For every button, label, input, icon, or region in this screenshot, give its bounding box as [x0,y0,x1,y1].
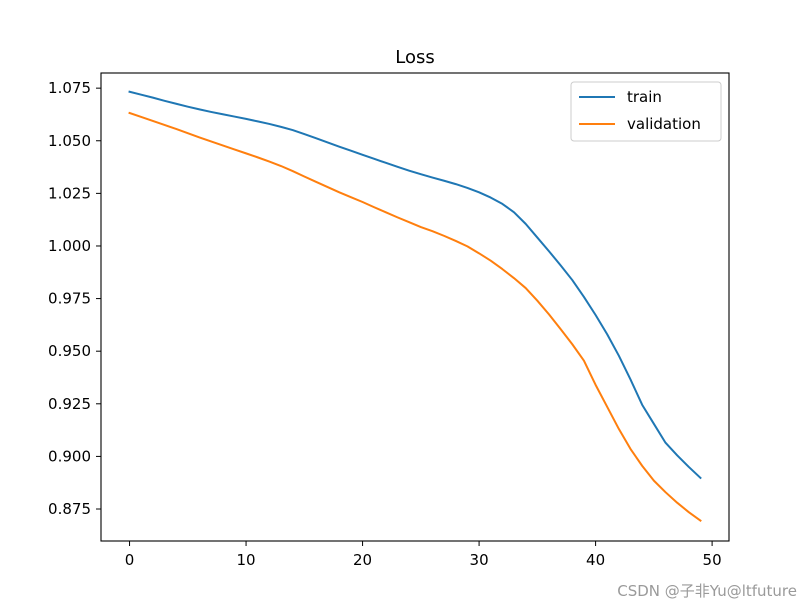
y-axis: 0.875 0.900 0.925 0.950 0.975 1.000 1.025 1.050… [48,79,101,518]
x-tick-label: 20 [353,551,372,569]
y-tick-label: 1.000 [48,237,91,255]
y-tick-label: 0.925 [48,395,91,413]
chart-title: Loss [395,47,434,68]
y-tick-label: 0.975 [48,290,91,308]
legend: train validation [570,81,722,142]
x-tick-label: 50 [703,551,722,569]
legend-label-validation: validation [627,115,701,133]
series-line-train [128,90,702,480]
plot-area [128,90,702,522]
x-tick-label: 30 [470,551,489,569]
y-tick-label: 1.050 [48,132,91,150]
y-tick-label: 0.900 [48,447,91,465]
x-tick-label: 40 [586,551,605,569]
y-tick-label: 1.075 [48,79,91,97]
legend-label-train: train [627,88,662,106]
y-tick-label: 0.875 [48,500,91,518]
x-axis: 0 10 20 30 40 50 [125,541,722,569]
y-tick-label: 1.025 [48,184,91,202]
watermark: CSDN @子非Yu@ltfuture [617,582,797,600]
y-tick-label: 0.950 [48,342,91,360]
x-tick-label: 0 [125,551,135,569]
x-tick-label: 10 [237,551,256,569]
axes-frame [100,72,730,542]
series-line-validation [128,111,702,522]
